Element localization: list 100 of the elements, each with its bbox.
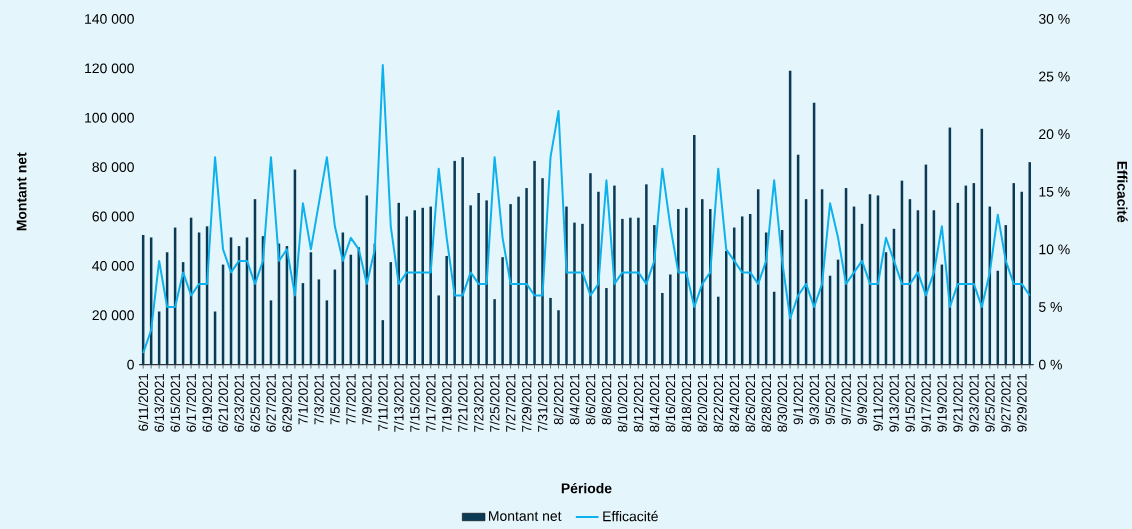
x-tick-label: 7/15/2021	[409, 373, 420, 432]
x-tick-label: 7/25/2021	[489, 373, 500, 432]
x-tick-label: 7/23/2021	[473, 373, 484, 432]
x-tick-label: 6/11/2021	[138, 373, 149, 431]
x-tick-label: 6/21/2021	[218, 373, 228, 432]
x-tick-label: 9/7/2021	[841, 373, 851, 425]
y-tick-label: 60 000	[92, 211, 134, 222]
x-tick-label: 7/1/2021	[298, 373, 308, 425]
x-tick-label: 9/5/2021	[825, 373, 835, 425]
y2-tick-label: 25 %	[1039, 71, 1070, 82]
x-tick-label: 8/4/2021	[569, 373, 580, 425]
y-tick-label: 80 000	[92, 162, 134, 173]
x-tick-label: 6/13/2021	[154, 373, 165, 432]
x-tick-label: 8/12/2021	[633, 373, 644, 432]
x-tick-label: 6/19/2021	[202, 373, 212, 432]
x-axis-title: Période	[561, 482, 612, 494]
bar	[469, 205, 472, 365]
bar	[453, 160, 456, 365]
bar	[661, 293, 664, 365]
y-tick-label: 100 000	[85, 112, 134, 123]
x-tick-label: 8/14/2021	[649, 373, 660, 432]
x-tick-label: 8/10/2021	[617, 373, 628, 432]
x-tick-label: 8/6/2021	[585, 373, 596, 425]
bar	[605, 288, 608, 365]
y-tick-label: 20 000	[92, 310, 134, 321]
bar	[413, 210, 416, 365]
x-tick-label: 8/16/2021	[665, 373, 676, 432]
x-tick-label: 8/18/2021	[681, 373, 692, 432]
y-axis-title: Montant net	[16, 152, 27, 231]
bar	[485, 200, 488, 365]
bar	[501, 257, 504, 365]
x-tick-label: 8/30/2021	[777, 373, 788, 432]
bar	[509, 204, 512, 365]
bar	[493, 299, 496, 365]
x-tick-label: 7/31/2021	[537, 373, 548, 432]
y2-axis-title: Efficacité	[1117, 161, 1128, 223]
x-tick-label: 8/2/2021	[553, 373, 564, 425]
bar	[461, 157, 464, 365]
x-tick-label: 8/28/2021	[761, 373, 772, 432]
x-tick-label: 7/13/2021	[393, 373, 404, 432]
bar	[477, 193, 480, 365]
x-tick-label: 9/11/2021	[873, 373, 883, 431]
bar	[716, 296, 720, 365]
bar	[429, 206, 432, 365]
x-tick-label: 9/27/2021	[1000, 373, 1011, 432]
bar	[1028, 162, 1031, 365]
x-tick-label: 9/29/2021	[1016, 373, 1027, 432]
bar	[589, 173, 592, 365]
x-tick-label: 8/20/2021	[697, 373, 708, 432]
x-tick-label: 9/3/2021	[809, 373, 819, 425]
y2-tick-label: 15 %	[1039, 186, 1070, 197]
legend-label: Montant net	[489, 511, 562, 521]
x-tick-label: 8/26/2021	[745, 373, 756, 432]
bar	[637, 217, 640, 365]
bar	[549, 297, 552, 365]
bar	[421, 207, 424, 365]
bar	[397, 202, 401, 365]
x-tick-label: 9/15/2021	[905, 373, 915, 432]
x-tick-label: 8/8/2021	[601, 373, 612, 425]
bar	[701, 199, 704, 365]
x-tick-label: 6/15/2021	[170, 373, 180, 432]
x-tick-label: 6/23/2021	[234, 373, 244, 432]
x-tick-label: 9/25/2021	[984, 373, 995, 432]
bar	[669, 274, 672, 365]
x-tick-label: 7/5/2021	[329, 373, 340, 425]
x-tick-label: 8/24/2021	[729, 373, 740, 432]
bar	[541, 178, 544, 365]
x-tick-label: 7/29/2021	[521, 373, 532, 432]
x-tick-label: 6/27/2021	[266, 373, 276, 432]
bar	[581, 223, 584, 365]
legend-label: Efficacité	[603, 510, 658, 522]
bar	[693, 134, 696, 365]
x-tick-label: 6/25/2021	[250, 373, 260, 432]
bar	[645, 184, 648, 365]
x-tick-label: 8/22/2021	[713, 373, 724, 432]
y2-tick-label: 10 %	[1039, 244, 1070, 255]
x-tick-label: 9/9/2021	[857, 373, 867, 425]
bar	[629, 217, 632, 365]
x-tick-label: 7/9/2021	[361, 373, 372, 425]
x-tick-label: 9/19/2021	[937, 373, 947, 432]
bar	[517, 196, 520, 365]
bar	[677, 209, 680, 365]
y2-tick-label: 0 %	[1038, 359, 1062, 370]
y2-tick-label: 20 %	[1039, 129, 1070, 140]
x-tick-label: 6/29/2021	[282, 373, 292, 432]
x-tick-label: 7/27/2021	[505, 373, 516, 432]
x-tick-label: 9/23/2021	[968, 373, 979, 432]
bar	[613, 185, 616, 365]
y2-tick-label: 30 %	[1038, 14, 1070, 24]
bar	[445, 255, 448, 365]
bar	[533, 160, 536, 365]
bar	[1020, 191, 1024, 365]
x-tick-label: 7/17/2021	[425, 373, 436, 432]
bar	[573, 222, 576, 365]
y-tick-label: 0	[127, 359, 134, 370]
y-tick-label: 120 000	[85, 63, 134, 74]
x-tick-label: 6/17/2021	[186, 373, 196, 432]
bar	[525, 188, 528, 365]
x-tick-label: 7/7/2021	[345, 373, 356, 425]
x-tick-label: 7/19/2021	[441, 373, 452, 432]
